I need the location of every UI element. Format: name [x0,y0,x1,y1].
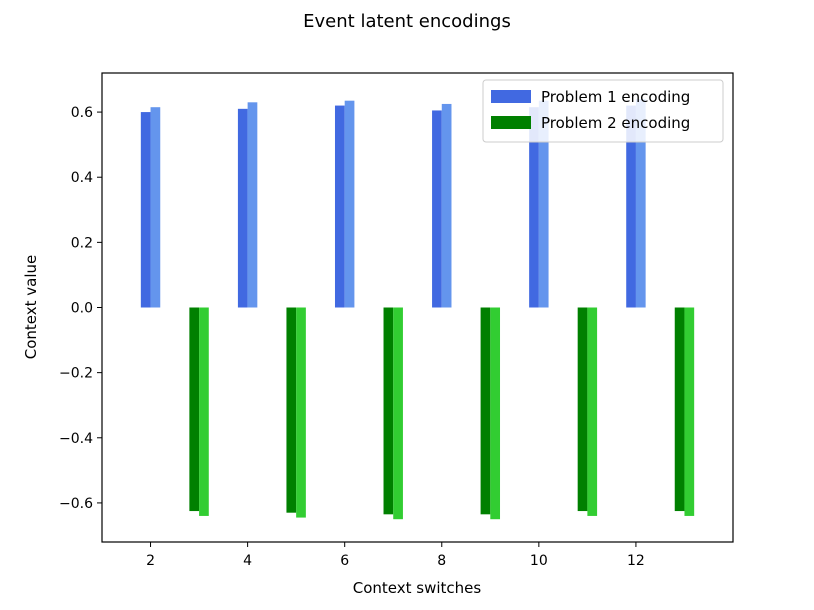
chart-title: Event latent encodings [303,11,511,32]
bar-s2-3 [480,307,491,515]
legend-box [482,79,724,143]
bar-s3-2 [393,307,403,520]
legend-label: Problem 1 encoding [541,88,690,106]
bar-s3-0 [199,307,209,516]
bar-s0-4 [529,107,539,308]
legend-swatch [491,116,531,129]
x-axis-ticks: 2 4 6 8 10 12 [146,542,645,569]
x-tick-label: 10 [530,553,548,569]
bar-s1-2 [344,100,355,308]
bar-s1-1 [247,102,258,308]
y-tick-label: −0.4 [59,431,93,447]
bar-s3-3 [490,307,501,520]
bars-layer [140,99,695,520]
y-axis-ticks: −0.6 −0.4 −0.2 0.0 0.2 0.4 0.6 [59,105,102,512]
bar-s0-2 [334,105,345,308]
bar-s0-5 [626,105,636,308]
x-tick-label: 8 [437,553,446,569]
bar-s1-3 [441,103,452,308]
bar-s3-4 [587,307,598,516]
legend-swatch [491,90,531,103]
x-tick-label: 6 [340,553,349,569]
y-tick-label: 0.0 [71,301,93,317]
x-tick-label: 4 [243,553,252,569]
y-tick-label: 0.4 [71,170,93,186]
x-tick-label: 12 [627,553,645,569]
y-axis-label: Context value [22,255,40,360]
bar-s2-4 [577,307,588,512]
bar-s1-4 [538,100,549,308]
y-tick-label: −0.2 [59,366,93,382]
bar-s2-1 [286,307,297,513]
y-tick-label: 0.6 [71,105,93,121]
legend: Problem 1 encoding Problem 2 encoding [482,79,724,143]
bar-s2-5 [674,307,685,512]
bar-s1-0 [150,107,161,308]
bar-s3-1 [296,307,306,518]
bar-s1-5 [635,99,646,308]
bar-s2-2 [383,307,394,515]
y-tick-label: −0.6 [59,496,93,512]
x-tick-label: 2 [146,553,155,569]
bar-s0-1 [237,108,248,308]
bar-s2-0 [189,307,200,512]
bar-s0-3 [432,110,442,308]
bar-s3-5 [684,307,695,516]
bar-s0-0 [140,112,151,308]
y-tick-label: 0.2 [71,235,93,251]
legend-label: Problem 2 encoding [541,114,690,132]
x-axis-label: Context switches [353,579,482,597]
